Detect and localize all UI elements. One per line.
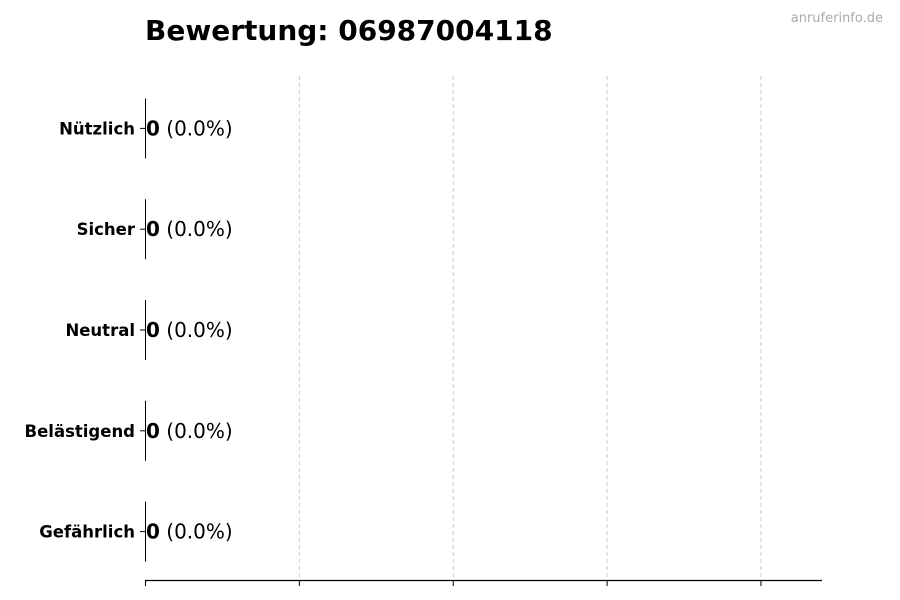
grid <box>298 76 762 580</box>
value-label: 0 <box>146 520 160 544</box>
chart-title: Bewertung: 06987004118 <box>145 14 553 47</box>
value-label: 0 <box>146 419 160 443</box>
value-label: 0 <box>146 318 160 342</box>
watermark: anruferinfo.de <box>791 11 883 26</box>
percent-label: (0.0%) <box>160 217 233 241</box>
category-label: Sicher <box>77 220 136 239</box>
category-label: Nützlich <box>59 119 135 138</box>
category-label: Belästigend <box>25 422 135 441</box>
data-label: 0 (0.0%) <box>146 116 233 140</box>
data-label: 0 (0.0%) <box>146 217 233 241</box>
value-label: 0 <box>146 217 160 241</box>
bars: Nützlich 0 (0.0%) Sicher 0 (0.0%) Neutral 0 (… <box>25 98 233 562</box>
category-label: Gefährlich <box>39 523 135 542</box>
percent-label: (0.0%) <box>160 116 233 140</box>
data-label: 0 (0.0%) <box>146 419 233 443</box>
percent-label: (0.0%) <box>160 419 233 443</box>
percent-label: (0.0%) <box>160 520 233 544</box>
x-axis <box>140 127 822 586</box>
percent-label: (0.0%) <box>160 318 233 342</box>
data-label: 0 (0.0%) <box>146 318 233 342</box>
data-label: 0 (0.0%) <box>146 520 233 544</box>
category-label: Neutral <box>65 321 135 340</box>
value-label: 0 <box>146 116 160 140</box>
